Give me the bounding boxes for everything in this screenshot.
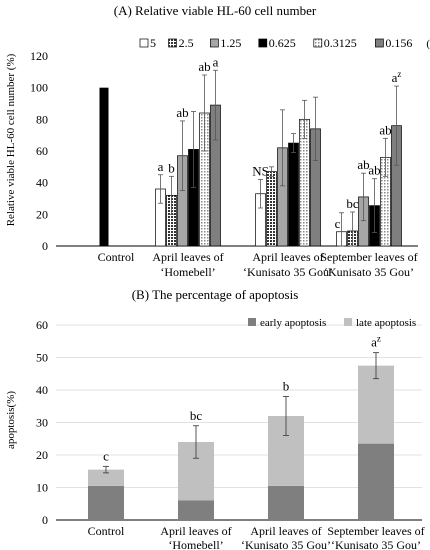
chart-b-y-tick-label: 0 — [42, 513, 48, 527]
chart-b-x-tick-label: September leaves of — [327, 524, 424, 538]
chart-a-x-tick-label: ‘Kunisato 35 Gou’ — [243, 265, 333, 279]
chart-b-y-tick-label: 10 — [36, 481, 48, 495]
chart-a-legend-label: 2.5 — [179, 36, 194, 50]
chart-b-y-tick-label: 50 — [36, 351, 48, 365]
chart-b-x-tick-label: April leaves of — [160, 524, 231, 538]
chart-a-significance-label: ab — [176, 105, 188, 120]
chart-a-legend-label: 5 — [150, 36, 156, 50]
chart-a-x-tick-label: ‘Homebell’ — [160, 265, 215, 279]
chart-a: (A) Relative viable HL-60 cell number Re… — [5, 3, 430, 279]
chart-b-x-tick-label: April leaves of — [250, 524, 321, 538]
chart-b: (B) The percentage of apoptosis apoptosi… — [5, 287, 425, 550]
chart-a-legend-swatch — [168, 38, 177, 48]
chart-a-x-tick-label: April leaves of — [152, 250, 223, 264]
chart-a-significance-label: a — [213, 54, 219, 69]
chart-a-significance-label: c — [335, 216, 341, 231]
chart-b-x-tick-label: Control — [88, 524, 125, 538]
chart-b-bar-segment — [88, 469, 124, 486]
chart-a-y-tick-label: 60 — [36, 144, 48, 158]
chart-b-bar-segment — [268, 485, 304, 520]
chart-a-title: (A) Relative viable HL-60 cell number — [114, 3, 317, 18]
chart-a-y-tick-label: 80 — [36, 112, 48, 126]
chart-a-significance-label: az — [392, 69, 402, 85]
chart-b-legend-label: late apoptosis — [356, 317, 416, 329]
chart-a-x-tick-label: Control — [98, 250, 135, 264]
chart-a-legend-label: 0.3125 — [324, 36, 357, 50]
chart-a-y-tick-label: 40 — [36, 176, 48, 190]
chart-b-x-tick-label: ‘Kunisato 35 Gou’ — [241, 538, 331, 550]
chart-b-x-tick-label: ‘Homebell’ — [168, 538, 223, 550]
chart-a-significance-label: bc — [346, 196, 359, 211]
chart-b-y-tick-label: 30 — [36, 416, 48, 430]
chart-a-y-tick-label: 20 — [36, 207, 48, 221]
chart-b-bar-segment — [358, 443, 394, 520]
chart-a-legend: 5 2.5 1.25 0.625 0.3125 0.156 (mg・ml⁻¹) — [139, 36, 430, 50]
chart-a-legend-swatch — [258, 38, 268, 48]
chart-a-x-tick-label: April leaves of — [252, 250, 323, 264]
chart-a-x-tick-label: September leaves of — [320, 250, 417, 264]
chart-a-significance-label: b — [168, 160, 175, 175]
chart-b-significance-label: c — [103, 448, 109, 463]
chart-a-legend-swatch — [139, 38, 149, 48]
chart-a-y-tick-label: 100 — [30, 81, 48, 95]
chart-a-bar — [288, 142, 299, 247]
chart-a-bar-control — [99, 87, 109, 247]
chart-b-x-tick-label: ‘Kunisato 35 Gou’ — [331, 538, 421, 550]
chart-b-y-axis-label: apoptosis(%) — [5, 391, 17, 449]
chart-a-y-axis-label: Relative viable HL-60 cell number (%) — [5, 53, 17, 226]
chart-b-significance-label: az — [371, 334, 381, 350]
chart-a-x-tick-label: ‘Kunisato 35 Gou’ — [324, 265, 414, 279]
chart-b-legend-swatch — [344, 318, 352, 326]
chart-b-significance-label: b — [283, 379, 290, 394]
chart-a-y-tick-label: 0 — [42, 239, 48, 253]
chart-a-legend-swatch — [313, 38, 323, 48]
chart-a-significance-label: ab — [368, 163, 380, 178]
chart-a-legend-label: 1.25 — [220, 36, 241, 50]
chart-a-bar — [266, 171, 277, 247]
chart-b-y-tick-label: 20 — [36, 448, 48, 462]
chart-a-legend-unit: (mg・ml⁻¹) — [426, 38, 430, 50]
chart-a-y-tick-label: 120 — [30, 49, 48, 63]
chart-a-significance-label: ab — [198, 59, 210, 74]
chart-b-legend: early apoptosis late apoptosis — [248, 317, 416, 329]
chart-b-significance-label: bc — [190, 408, 203, 423]
chart-a-legend-swatch — [375, 38, 384, 48]
chart-b-y-tick-label: 40 — [36, 383, 48, 397]
chart-a-legend-swatch — [210, 38, 219, 48]
chart-b-legend-label: early apoptosis — [260, 317, 326, 329]
chart-a-significance-label: ab — [357, 157, 369, 172]
chart-a-significance-label: ab — [379, 122, 391, 137]
chart-b-marks: c bc b az — [88, 334, 394, 520]
chart-a-significance-label: a — [158, 159, 164, 174]
chart-a-significance-label: NS — [252, 164, 269, 179]
chart-b-legend-swatch — [248, 318, 256, 326]
chart-b-bar-segment — [88, 485, 124, 520]
chart-a-legend-label: 0.625 — [269, 36, 296, 50]
chart-b-y-tick-label: 60 — [36, 318, 48, 332]
chart-b-bar-segment — [178, 500, 214, 520]
chart-a-legend-label: 0.156 — [385, 36, 412, 50]
chart-b-title: (B) The percentage of apoptosis — [132, 287, 299, 302]
